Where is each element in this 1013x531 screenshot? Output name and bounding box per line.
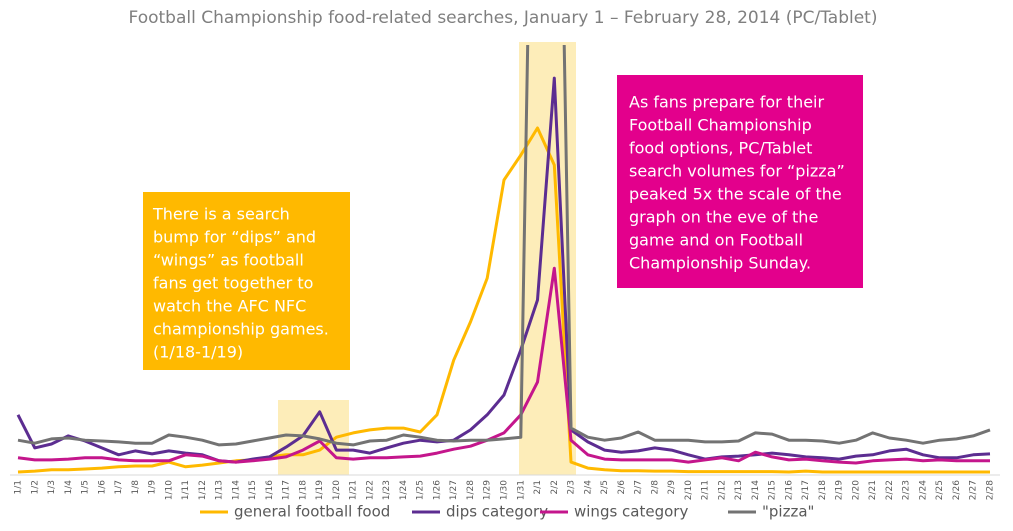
annotation-text: peaked 5x the scale of the — [629, 185, 842, 204]
x-tick-label: 1/26 — [432, 480, 442, 500]
chart-title: Football Championship food-related searc… — [129, 8, 878, 28]
x-tick-label: 2/2 — [550, 480, 560, 494]
series-line — [17, 126, 990, 474]
x-tick-label: 2/1 — [533, 480, 543, 494]
x-tick-label: 1/1 — [14, 480, 24, 494]
x-tick-label: 1/31 — [516, 480, 526, 500]
x-tick-label: 2/10 — [684, 480, 694, 500]
x-tick-label: 2/14 — [751, 480, 761, 500]
x-tick-label: 1/25 — [416, 480, 426, 500]
annotation-text: food options, PC/Tablet — [629, 139, 812, 158]
x-tick-label: 2/8 — [650, 480, 660, 495]
x-tick-label: 2/18 — [818, 480, 828, 500]
series-line — [16, 76, 991, 464]
x-tick-label: 2/20 — [851, 480, 861, 500]
annotation-text: search volumes for “pizza” — [629, 162, 845, 181]
x-tick-label: 1/19 — [315, 480, 325, 500]
x-tick-label: 2/23 — [902, 480, 912, 500]
series-line — [17, 266, 990, 465]
legend-label: dips category — [446, 503, 548, 521]
plot-area — [16, 45, 991, 474]
x-tick-label: 1/9 — [148, 480, 158, 495]
x-tick-label: 2/27 — [969, 480, 979, 500]
x-tick-label: 1/21 — [349, 480, 359, 500]
annotation-text: There is a search — [152, 205, 290, 224]
x-tick-label: 1/30 — [500, 480, 510, 500]
annotation-text: fans get together to — [153, 274, 313, 293]
x-tick-label: 1/3 — [47, 480, 57, 494]
annotation-box — [143, 192, 350, 370]
legend-label: general football food — [234, 503, 390, 521]
x-tick-label: 2/7 — [634, 480, 644, 494]
x-tick-label: 2/26 — [952, 480, 962, 500]
x-ticks: 1/1 1/2 1/3 1/4 1/5 1/6 1/7 1/8 1/9 1/10 1/11 1/12 1… — [14, 480, 996, 500]
x-tick-label: 2/9 — [667, 480, 677, 495]
x-tick-label: 1/15 — [248, 480, 258, 500]
x-tick-label: 2/24 — [918, 480, 928, 500]
x-tick-label: 2/16 — [784, 480, 794, 500]
legend: general football food dips category wings … — [200, 503, 814, 521]
x-tick-label: 2/3 — [567, 480, 577, 494]
x-tick-label: 1/8 — [131, 480, 141, 495]
x-tick-label: 2/22 — [885, 480, 895, 500]
x-tick-label: 2/21 — [868, 480, 878, 500]
legend-label: "pizza" — [762, 503, 814, 521]
annotation-text: Championship Sunday. — [629, 254, 811, 273]
annotation-text: As fans prepare for their — [629, 93, 825, 112]
x-tick-label: 1/12 — [198, 480, 208, 500]
x-tick-label: 1/4 — [64, 480, 74, 495]
x-tick-label: 1/13 — [215, 480, 225, 500]
x-tick-label: 2/12 — [717, 480, 727, 500]
x-tick-label: 1/11 — [181, 480, 191, 500]
x-tick-label: 1/2 — [30, 480, 40, 494]
x-tick-label: 1/10 — [164, 480, 174, 500]
x-tick-label: 1/23 — [382, 480, 392, 500]
x-tick-label: 1/18 — [298, 480, 308, 500]
annotation-text: (1/18-1/19) — [153, 343, 243, 362]
annotation-text: graph on the eve of the — [629, 208, 818, 227]
x-tick-label: 1/28 — [466, 480, 476, 500]
x-tick-label: 1/16 — [265, 480, 275, 500]
annotation-text: “wings” as football — [153, 251, 304, 270]
x-tick-label: 1/5 — [81, 480, 91, 494]
annotations: There is a search bump for “dips” and “win… — [152, 93, 845, 362]
x-tick-label: 1/14 — [231, 480, 241, 500]
annotation-text: championship games. — [153, 320, 329, 339]
x-tick-label: 1/22 — [365, 480, 375, 500]
x-tick-label: 1/20 — [332, 480, 342, 500]
x-tick-label: 2/6 — [617, 480, 627, 495]
annotation-box — [617, 75, 863, 288]
x-tick-label: 2/17 — [801, 480, 811, 500]
x-tick-label: 2/11 — [701, 480, 711, 500]
x-tick-label: 1/17 — [282, 480, 292, 500]
annotation-text: Football Championship — [629, 116, 812, 135]
x-tick-label: 1/7 — [114, 480, 124, 494]
x-tick-label: 2/28 — [986, 480, 996, 500]
x-tick-label: 1/24 — [399, 480, 409, 500]
x-tick-label: 1/29 — [483, 480, 493, 500]
series-line — [17, 45, 991, 447]
x-tick-label: 1/6 — [97, 480, 107, 495]
x-tick-label: 2/19 — [835, 480, 845, 500]
x-tick-label: 2/13 — [734, 480, 744, 500]
x-tick-label: 1/27 — [449, 480, 459, 500]
annotation-text: watch the AFC NFC — [153, 297, 306, 316]
x-tick-label: 2/25 — [935, 480, 945, 500]
annotation-text: game and on Football — [629, 231, 803, 250]
x-tick-label: 2/5 — [600, 480, 610, 494]
x-tick-label: 2/4 — [583, 480, 593, 495]
x-tick-label: 2/15 — [768, 480, 778, 500]
legend-label: wings category — [574, 503, 688, 521]
annotation-text: bump for “dips” and — [153, 228, 316, 247]
